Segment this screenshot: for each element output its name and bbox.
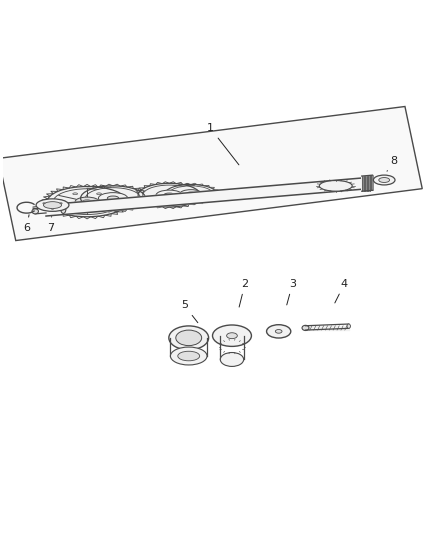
Ellipse shape [373, 175, 395, 185]
Ellipse shape [82, 200, 92, 204]
Polygon shape [165, 184, 217, 203]
Polygon shape [0, 107, 422, 240]
Ellipse shape [99, 192, 127, 204]
Text: 7: 7 [47, 211, 54, 232]
Ellipse shape [186, 192, 195, 196]
Text: 1: 1 [207, 123, 239, 165]
Ellipse shape [61, 201, 66, 203]
Ellipse shape [319, 181, 352, 191]
Ellipse shape [51, 208, 54, 209]
Text: 6: 6 [23, 215, 30, 232]
Ellipse shape [276, 329, 282, 333]
Polygon shape [46, 178, 362, 216]
Text: 3: 3 [287, 279, 296, 305]
Ellipse shape [178, 351, 200, 361]
Ellipse shape [164, 193, 175, 197]
Ellipse shape [220, 352, 244, 366]
Ellipse shape [97, 193, 102, 195]
Polygon shape [362, 175, 372, 191]
Ellipse shape [43, 203, 45, 204]
Ellipse shape [156, 190, 183, 200]
Ellipse shape [212, 325, 251, 346]
Ellipse shape [53, 189, 121, 214]
Text: 2: 2 [239, 279, 248, 307]
Ellipse shape [75, 197, 99, 206]
Ellipse shape [176, 330, 201, 345]
Polygon shape [138, 183, 201, 207]
Ellipse shape [170, 347, 207, 365]
Ellipse shape [36, 199, 69, 212]
Text: 8: 8 [387, 156, 398, 171]
Ellipse shape [180, 190, 202, 198]
Ellipse shape [379, 177, 389, 182]
Polygon shape [81, 186, 145, 211]
Ellipse shape [226, 333, 237, 338]
Ellipse shape [85, 188, 141, 208]
Ellipse shape [267, 325, 291, 338]
Ellipse shape [347, 324, 350, 328]
Ellipse shape [61, 205, 66, 213]
Ellipse shape [60, 203, 62, 204]
Text: 4: 4 [335, 279, 348, 303]
Ellipse shape [169, 326, 208, 350]
Ellipse shape [302, 325, 309, 330]
Text: 5: 5 [181, 301, 198, 322]
Ellipse shape [169, 186, 213, 202]
Polygon shape [47, 187, 127, 217]
Ellipse shape [32, 209, 39, 214]
Ellipse shape [43, 201, 62, 208]
Ellipse shape [107, 196, 119, 200]
Ellipse shape [143, 185, 196, 205]
Ellipse shape [73, 193, 78, 195]
